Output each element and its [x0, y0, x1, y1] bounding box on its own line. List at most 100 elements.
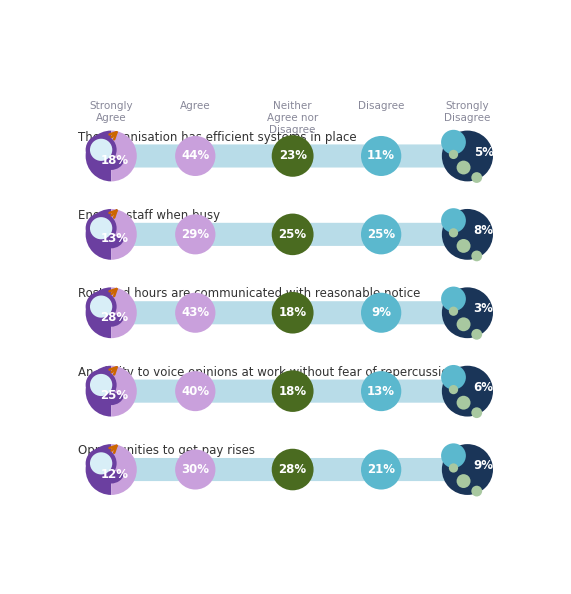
Circle shape [471, 407, 482, 418]
Circle shape [442, 209, 493, 260]
Circle shape [90, 374, 112, 396]
Circle shape [272, 135, 313, 177]
Circle shape [175, 450, 215, 489]
Circle shape [90, 295, 112, 318]
Circle shape [441, 443, 466, 468]
Wedge shape [98, 156, 124, 170]
FancyBboxPatch shape [122, 458, 457, 481]
Circle shape [175, 136, 215, 176]
Text: 9%: 9% [473, 459, 494, 472]
Text: 12%: 12% [100, 467, 128, 481]
Text: 25%: 25% [100, 389, 128, 402]
Text: 13%: 13% [100, 232, 128, 245]
Circle shape [361, 214, 401, 254]
Text: 18%: 18% [279, 385, 307, 397]
Text: Agree: Agree [180, 100, 211, 110]
Text: 21%: 21% [367, 463, 395, 476]
Circle shape [175, 293, 215, 333]
Wedge shape [111, 209, 137, 260]
Text: An ability to voice opinions at work without fear of repercussions: An ability to voice opinions at work wit… [78, 366, 462, 379]
Text: 28%: 28% [279, 463, 307, 476]
Circle shape [457, 239, 471, 253]
Text: 8%: 8% [473, 224, 494, 237]
Text: Rostered hours are communicated with reasonable notice: Rostered hours are communicated with rea… [78, 287, 420, 301]
Text: 23%: 23% [279, 150, 307, 163]
Text: 11%: 11% [367, 150, 395, 163]
Text: 28%: 28% [100, 311, 128, 324]
Text: 3%: 3% [473, 302, 493, 315]
Circle shape [449, 463, 458, 473]
Circle shape [272, 370, 313, 412]
Wedge shape [111, 444, 137, 495]
Text: 43%: 43% [181, 307, 210, 319]
Circle shape [471, 251, 482, 261]
Text: 29%: 29% [181, 228, 210, 241]
Text: 18%: 18% [279, 307, 307, 319]
Text: 5%: 5% [473, 146, 494, 159]
Wedge shape [86, 444, 111, 495]
Wedge shape [98, 313, 124, 327]
Wedge shape [86, 366, 111, 416]
Circle shape [86, 291, 116, 322]
Text: Enough staff when busy: Enough staff when busy [78, 209, 220, 222]
Circle shape [361, 136, 401, 176]
FancyBboxPatch shape [122, 301, 457, 324]
Circle shape [86, 213, 116, 244]
Wedge shape [98, 469, 124, 484]
Circle shape [449, 307, 458, 316]
Circle shape [442, 366, 493, 416]
Circle shape [90, 139, 112, 161]
Circle shape [272, 292, 313, 334]
Circle shape [449, 150, 458, 159]
Circle shape [442, 444, 493, 495]
Text: 9%: 9% [371, 307, 391, 319]
FancyBboxPatch shape [122, 380, 457, 403]
Text: 18%: 18% [100, 154, 128, 167]
Text: Neither
Agree nor
Disagree: Neither Agree nor Disagree [267, 100, 318, 135]
Circle shape [441, 365, 466, 390]
Wedge shape [86, 209, 111, 260]
Circle shape [90, 217, 112, 239]
FancyBboxPatch shape [122, 223, 457, 246]
Text: Disagree: Disagree [358, 100, 404, 110]
FancyBboxPatch shape [122, 144, 457, 168]
Text: 13%: 13% [367, 385, 395, 397]
Circle shape [86, 448, 116, 479]
Circle shape [86, 134, 116, 165]
Text: 25%: 25% [367, 228, 395, 241]
Circle shape [471, 329, 482, 340]
Circle shape [471, 486, 482, 497]
Circle shape [441, 286, 466, 311]
Text: 25%: 25% [279, 228, 307, 241]
Circle shape [175, 214, 215, 254]
Wedge shape [111, 287, 137, 338]
Circle shape [457, 396, 471, 410]
Circle shape [449, 228, 458, 238]
Circle shape [272, 448, 313, 490]
Text: The organisation has efficient systems in place: The organisation has efficient systems i… [78, 131, 356, 144]
Text: 6%: 6% [473, 381, 494, 394]
Wedge shape [86, 287, 111, 338]
Circle shape [361, 371, 401, 411]
Text: 40%: 40% [181, 385, 210, 397]
Wedge shape [98, 235, 124, 248]
Circle shape [90, 452, 112, 475]
Circle shape [361, 293, 401, 333]
Text: 44%: 44% [181, 150, 210, 163]
Text: Opportunities to get pay rises: Opportunities to get pay rises [78, 444, 255, 457]
Wedge shape [111, 366, 137, 416]
Circle shape [175, 371, 215, 411]
Circle shape [361, 450, 401, 489]
Circle shape [457, 160, 471, 175]
Circle shape [442, 287, 493, 338]
Circle shape [457, 317, 471, 331]
Text: 30%: 30% [181, 463, 210, 476]
Circle shape [441, 208, 466, 233]
Wedge shape [86, 131, 111, 181]
Circle shape [272, 214, 313, 255]
Circle shape [441, 130, 466, 154]
Circle shape [449, 385, 458, 394]
Text: Strongly
Disagree: Strongly Disagree [444, 100, 490, 123]
Circle shape [442, 131, 493, 181]
Text: Strongly
Agree: Strongly Agree [90, 100, 133, 123]
